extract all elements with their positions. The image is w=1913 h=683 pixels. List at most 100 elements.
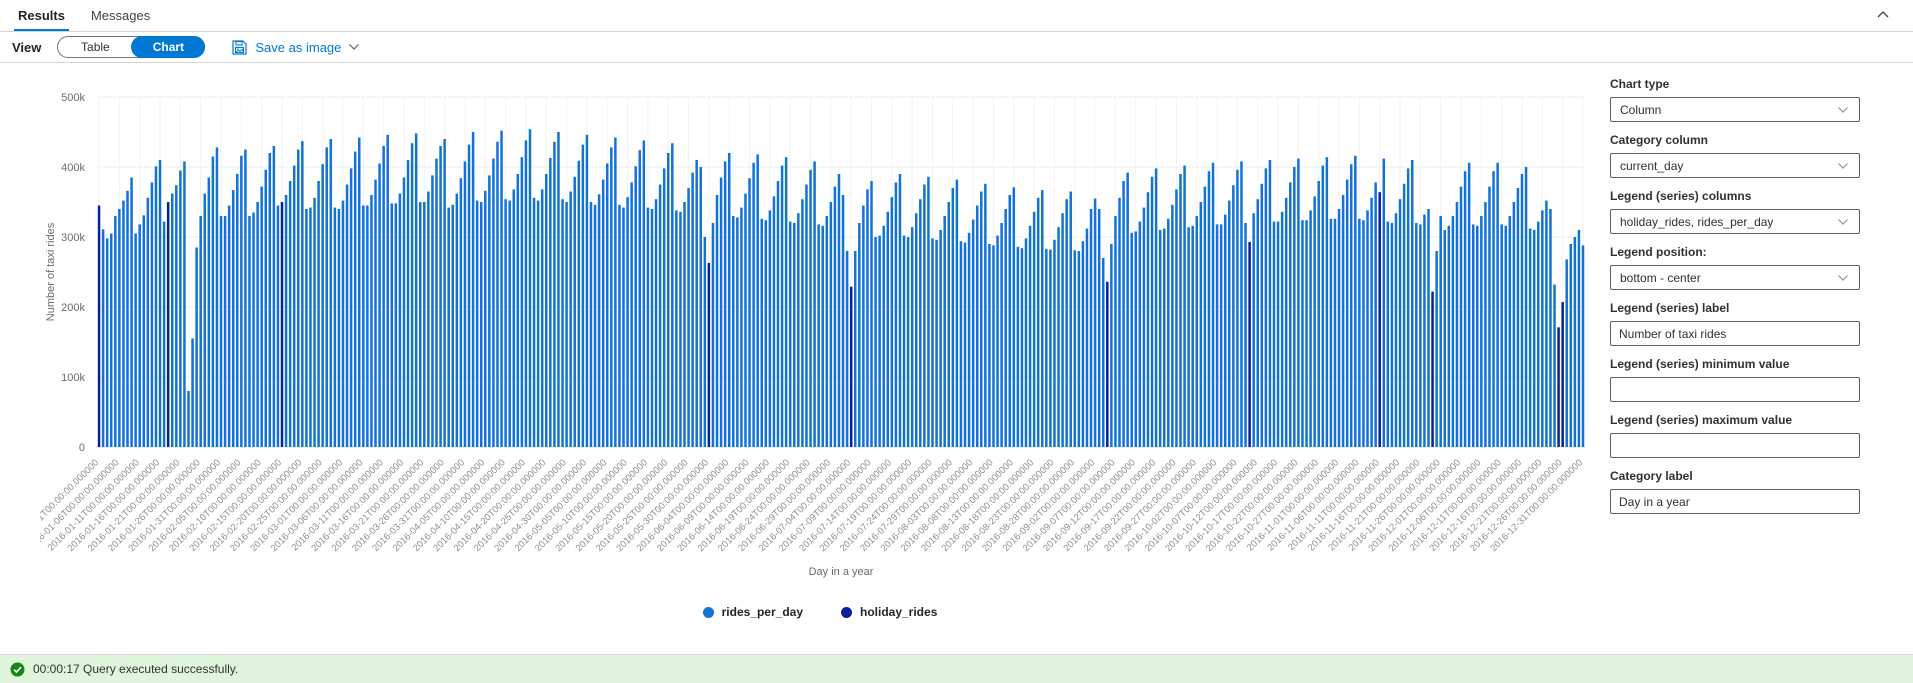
rides-per-day-bar [666, 153, 670, 447]
rides-per-day-bar [837, 174, 841, 447]
rides-per-day-bar [1049, 249, 1052, 447]
category-column-label: Category column [1610, 133, 1709, 147]
rides-per-day-bar [414, 133, 418, 447]
legend-series-minimum-value-field: Legend (series) minimum value [1610, 357, 1860, 402]
category-label-input[interactable] [1610, 489, 1860, 514]
legend-series-maximum-value-input[interactable] [1610, 433, 1860, 458]
collapse-pane-button[interactable] [1875, 7, 1891, 28]
rides-per-day-bar [1463, 171, 1467, 447]
view-toggle-chart[interactable]: Chart [131, 36, 206, 58]
legend-position-dropdown[interactable]: bottom - center [1610, 265, 1860, 290]
legend-series-columns-value: holiday_rides, rides_per_day [1620, 214, 1774, 229]
rides-per-day-bar [122, 200, 125, 447]
rides-per-day-bar [199, 216, 202, 447]
rides-per-day-bar [858, 223, 861, 447]
legend-series-columns-dropdown[interactable]: holiday_rides, rides_per_day [1610, 209, 1860, 234]
rides-per-day-bar [813, 161, 816, 447]
rides-per-day-bar [862, 205, 865, 447]
rides-per-day-bar [170, 193, 174, 447]
rides-per-day-bar [1358, 218, 1361, 447]
rides-per-day-bar [1000, 223, 1003, 447]
rides-per-day-bar [1154, 168, 1158, 447]
tab-results[interactable]: Results [10, 0, 73, 31]
view-toggle-table[interactable]: Table [58, 37, 132, 57]
holiday-rides-bar [97, 205, 101, 447]
save-as-image-button[interactable]: Save as image [231, 39, 360, 56]
rides-per-day-bar [1366, 210, 1369, 447]
rides-per-day-bar [292, 165, 296, 447]
rides-per-day-bar [362, 205, 365, 447]
legend-position-value: bottom - center [1620, 270, 1701, 285]
rides-per-day-bar [268, 153, 272, 447]
rides-per-day-bar [256, 202, 259, 447]
rides-per-day-bar [1439, 216, 1442, 447]
rides-per-day-bar [1041, 190, 1044, 447]
rides-per-day-bar [951, 188, 955, 447]
rides-per-day-bar [1325, 157, 1329, 447]
rides-per-day-bar [683, 202, 686, 447]
rides-per-day-bar [1264, 168, 1268, 447]
rides-per-day-bar [484, 190, 487, 448]
rides-per-day-bar [719, 177, 723, 447]
rides-per-day-bar [244, 149, 247, 447]
rides-per-day-bar [870, 181, 873, 447]
rides-per-day-bar [752, 162, 755, 448]
tab-messages-label: Messages [90, 8, 151, 23]
rides-per-day-bar [1374, 182, 1377, 447]
rides-per-day-bar [528, 129, 532, 447]
rides-per-day-bar [130, 177, 133, 447]
rides-per-day-bar [768, 210, 772, 447]
rides-per-day-bar [467, 144, 471, 447]
rides-per-day-bar [410, 143, 414, 447]
chart-type-dropdown[interactable]: Column [1610, 97, 1860, 122]
rides-per-day-bar [1223, 214, 1227, 447]
legend-series-label-input[interactable] [1610, 321, 1860, 346]
rides-per-day-bar [1110, 244, 1113, 447]
rides-per-day-bar [1349, 164, 1353, 447]
rides-per-day-bar [301, 141, 304, 447]
tab-messages[interactable]: Messages [83, 0, 158, 31]
rides-per-day-bar [207, 177, 211, 447]
rides-per-day-bar [1398, 199, 1402, 447]
rides-per-day-bar [1284, 197, 1288, 447]
rides-per-day-bar [504, 199, 507, 447]
rides-per-day-bar [1549, 209, 1552, 447]
rides-per-day-bar [1268, 160, 1272, 447]
legend-series-minimum-value-label: Legend (series) minimum value [1610, 357, 1790, 371]
rides-per-day-bar [1244, 223, 1247, 447]
rides-per-day-bar [1488, 186, 1491, 447]
rides-per-day-bar [914, 213, 918, 447]
category-column-dropdown[interactable]: current_day [1610, 153, 1860, 178]
rides-per-day-bar [577, 160, 581, 447]
rides-per-day-bar [1236, 169, 1239, 448]
legend-series-columns-label: Legend (series) columns [1610, 189, 1752, 203]
rides-per-day-bar [496, 141, 499, 448]
y-tick-label: 400k [61, 162, 85, 174]
rides-per-day-bar [455, 193, 459, 447]
rides-per-day-bar [650, 209, 654, 447]
x-axis-title: Day in a year [809, 566, 874, 578]
rides-per-day-bar [1471, 224, 1475, 447]
rides-per-day-bar [671, 143, 674, 447]
rides-per-day-bar [500, 130, 503, 447]
legend-series-minimum-value-input[interactable] [1610, 377, 1860, 402]
rides-per-day-bar [788, 221, 792, 447]
chart-type-label: Chart type [1610, 77, 1670, 91]
chevron-down-icon [1838, 218, 1848, 225]
rides-per-day-bar [931, 238, 934, 447]
chevron-up-icon [1877, 11, 1889, 18]
rides-per-day-bar [264, 169, 267, 448]
rides-per-day-bar [581, 144, 585, 447]
rides-per-day-bar [687, 188, 690, 447]
rides-per-day-bar [272, 146, 276, 447]
chart-type-field: Chart type Column [1610, 77, 1860, 122]
y-axis-title: Number of taxi rides [45, 222, 57, 321]
rides-per-day-bar [1077, 251, 1081, 447]
rides-per-day-bar [878, 235, 881, 447]
rides-per-day-bar [1508, 216, 1512, 447]
rides-per-day-bar [853, 251, 857, 447]
view-label: View [12, 39, 42, 55]
rides-per-day-bar [1500, 224, 1503, 447]
chart-legend: rides_per_day holiday_rides [40, 605, 1600, 619]
rides-per-day-bar [589, 202, 593, 447]
